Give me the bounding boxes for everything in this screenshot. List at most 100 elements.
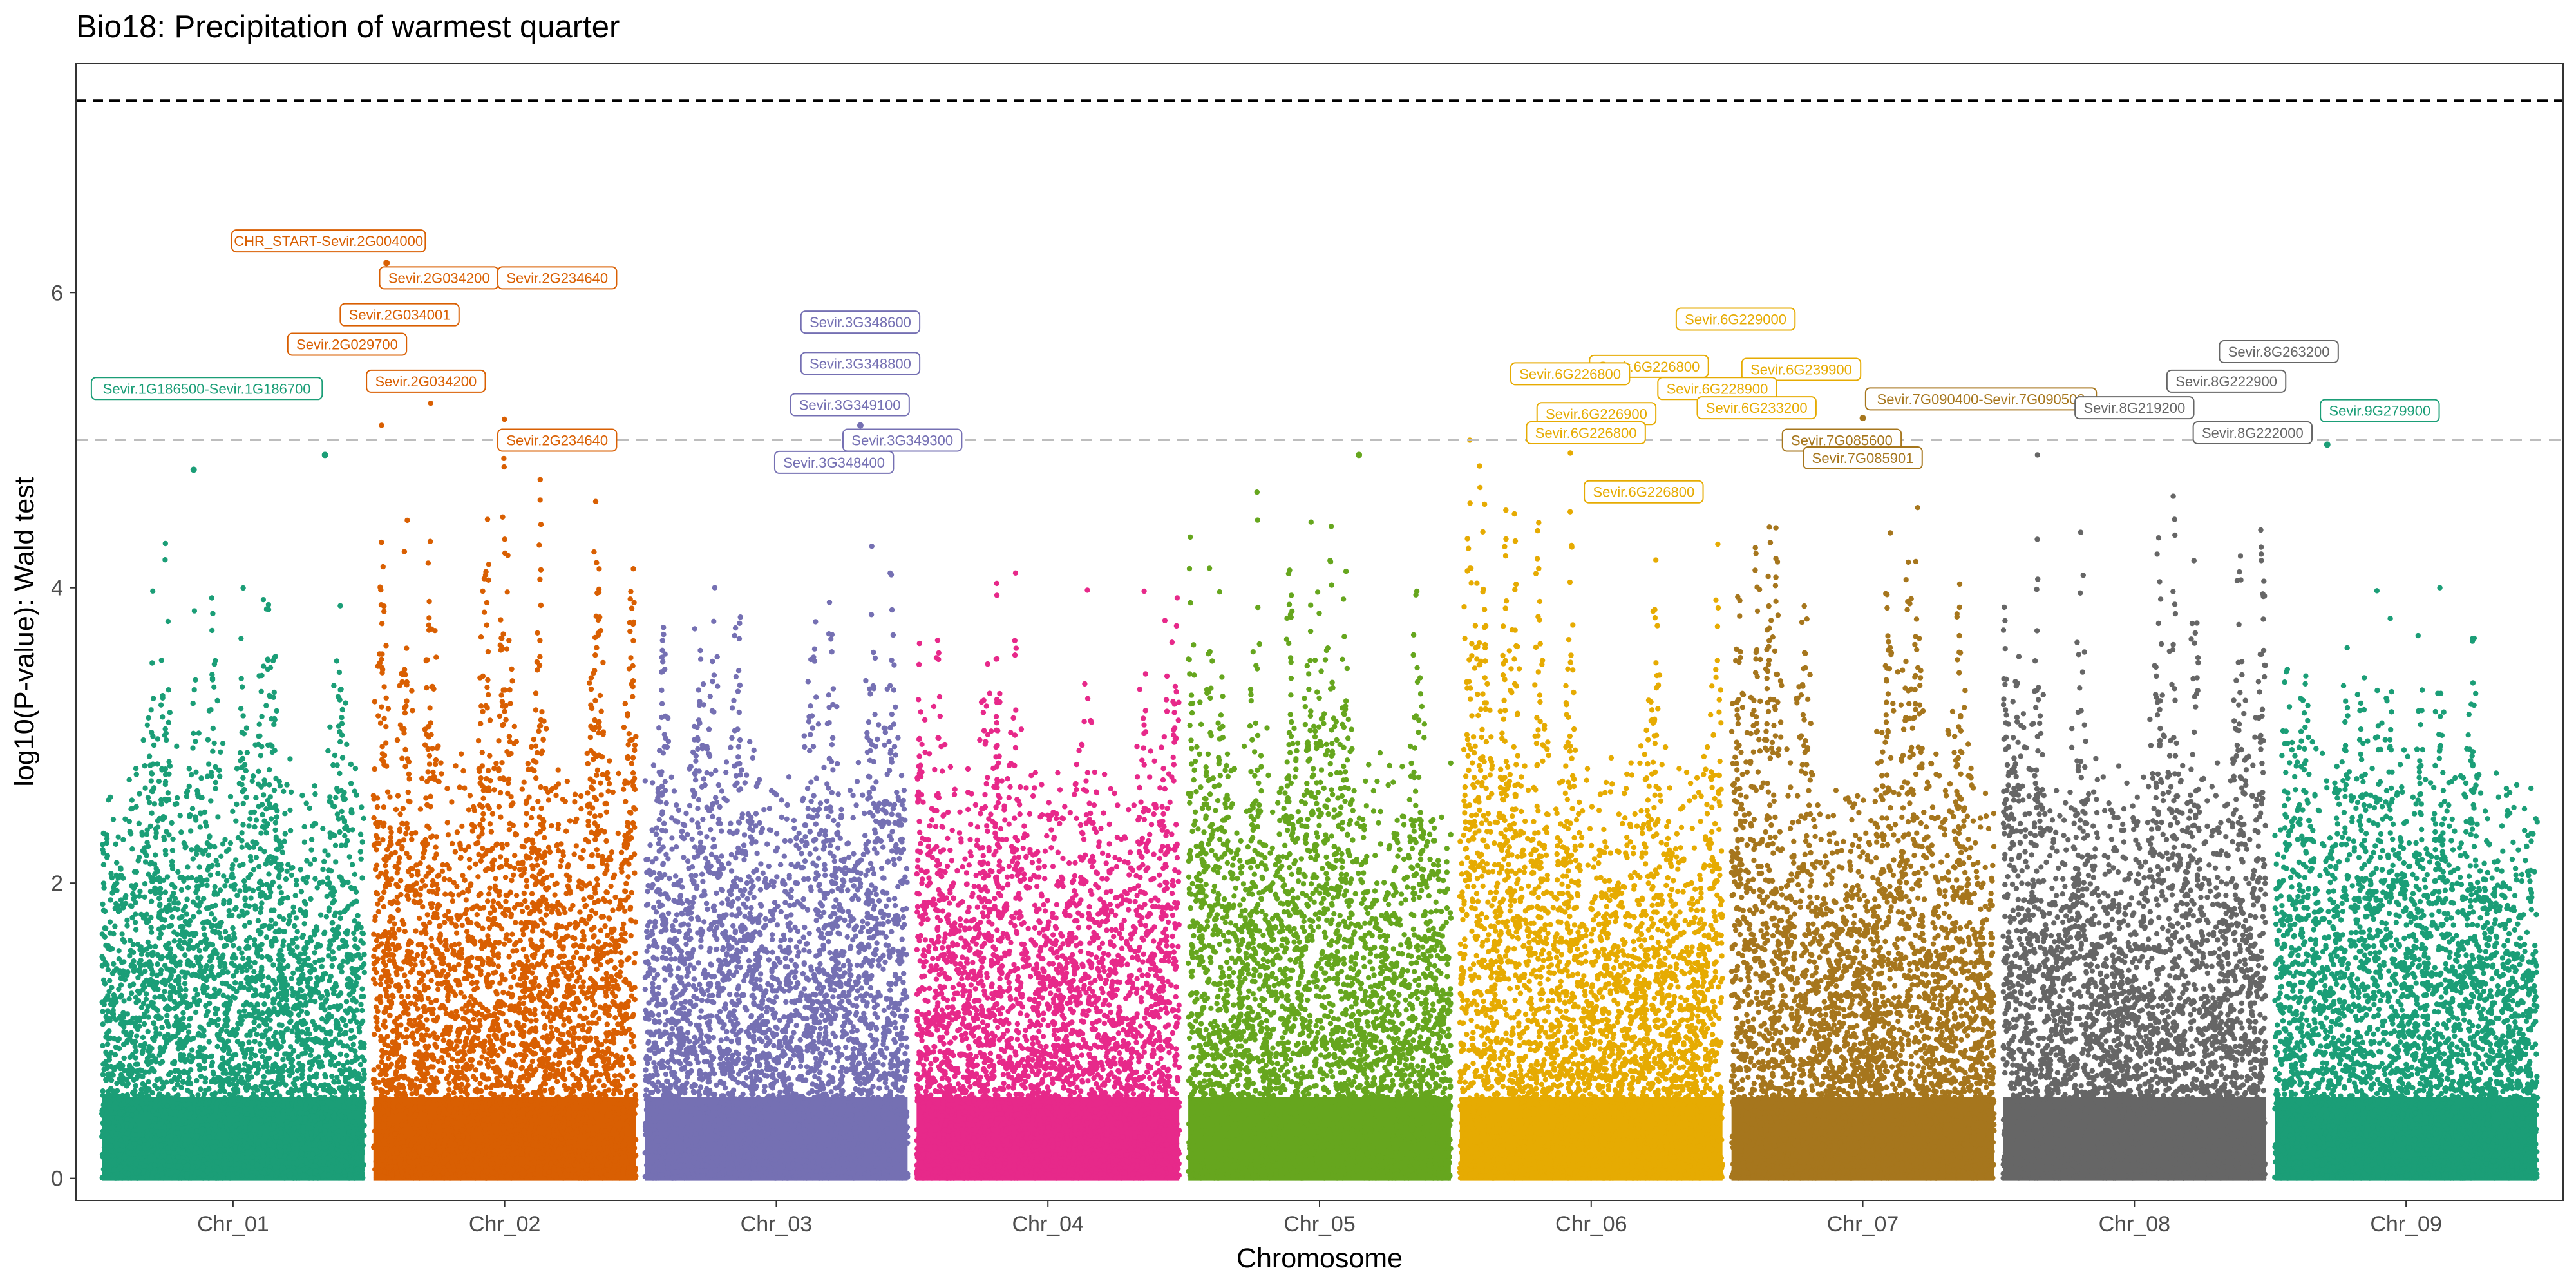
data-point <box>351 1150 356 1155</box>
data-point <box>264 830 269 835</box>
data-point <box>217 1153 222 1159</box>
data-point <box>240 1041 245 1046</box>
data-point <box>221 873 226 878</box>
data-point <box>536 728 541 734</box>
data-point <box>155 1008 160 1013</box>
data-point <box>324 997 329 1002</box>
data-point <box>269 943 274 948</box>
data-point <box>213 658 218 663</box>
data-point <box>252 1061 257 1066</box>
data-point <box>173 802 178 807</box>
data-point <box>232 980 238 985</box>
data-point <box>133 766 138 771</box>
data-point <box>336 924 341 929</box>
data-point <box>238 1016 243 1021</box>
data-point <box>260 890 265 895</box>
data-point <box>291 1081 296 1086</box>
data-point <box>336 789 341 794</box>
data-point <box>120 1063 125 1068</box>
data-point <box>240 684 245 689</box>
data-point <box>140 1175 145 1180</box>
data-point <box>158 886 163 891</box>
data-point <box>258 1151 263 1156</box>
data-point <box>107 978 112 983</box>
data-point <box>276 1046 281 1051</box>
data-point <box>360 1019 365 1024</box>
data-point <box>244 1033 249 1038</box>
data-point <box>247 1012 252 1017</box>
data-point <box>146 1087 151 1092</box>
data-point <box>174 744 179 749</box>
data-point <box>218 1065 223 1070</box>
data-point <box>240 909 245 914</box>
data-point <box>189 1128 194 1133</box>
data-point <box>269 716 274 721</box>
data-point <box>198 824 203 829</box>
data-point <box>357 1029 362 1034</box>
data-point <box>249 1174 254 1179</box>
data-point <box>240 956 245 961</box>
data-point <box>361 961 366 967</box>
data-point <box>308 1048 314 1053</box>
data-point <box>120 968 126 973</box>
data-point <box>164 1013 169 1018</box>
data-point <box>102 909 108 914</box>
data-point <box>245 1077 251 1082</box>
data-point <box>240 1155 245 1160</box>
data-point <box>272 936 278 941</box>
data-point <box>238 750 243 755</box>
data-point <box>128 948 133 953</box>
data-point <box>237 1146 242 1151</box>
data-point <box>132 869 137 875</box>
data-point <box>362 970 367 975</box>
data-point <box>221 1070 226 1075</box>
data-point <box>192 608 197 613</box>
data-point <box>225 969 230 974</box>
data-point <box>209 628 214 633</box>
data-point <box>316 1175 321 1180</box>
data-point <box>281 1039 286 1044</box>
data-point <box>340 707 345 712</box>
data-point <box>234 1031 239 1036</box>
data-point <box>209 770 214 775</box>
data-point <box>162 989 167 994</box>
data-point <box>263 990 269 996</box>
data-point <box>189 1133 194 1138</box>
data-point <box>169 893 175 898</box>
data-point <box>160 1175 166 1180</box>
data-point <box>269 908 274 913</box>
data-point <box>256 864 261 869</box>
data-point <box>343 1008 348 1013</box>
data-point <box>166 1171 171 1176</box>
data-point <box>169 882 175 887</box>
data-point <box>319 1027 325 1032</box>
data-point <box>133 1024 138 1029</box>
data-point <box>129 1124 134 1129</box>
data-point <box>141 948 146 953</box>
data-point <box>314 1168 319 1173</box>
data-point <box>245 910 250 915</box>
data-point <box>341 1104 346 1110</box>
data-point <box>179 969 184 974</box>
data-point <box>162 1035 167 1040</box>
data-point <box>252 1084 258 1090</box>
data-point <box>229 1148 234 1153</box>
data-point <box>183 993 188 998</box>
data-point <box>266 871 271 876</box>
data-point <box>303 1106 308 1111</box>
data-point <box>299 1075 305 1081</box>
data-point <box>194 788 200 793</box>
chart-title: Bio18: Precipitation of warmest quarter <box>76 10 620 44</box>
data-point <box>118 1014 123 1019</box>
data-point <box>269 816 274 821</box>
data-point <box>303 901 308 906</box>
data-point <box>111 961 116 967</box>
data-point <box>249 1051 254 1056</box>
data-point <box>153 1034 158 1039</box>
data-point <box>142 1021 147 1027</box>
data-point <box>158 1166 164 1171</box>
data-point <box>345 931 350 936</box>
data-point <box>156 779 162 784</box>
data-point <box>127 1063 132 1068</box>
data-point <box>220 741 225 746</box>
